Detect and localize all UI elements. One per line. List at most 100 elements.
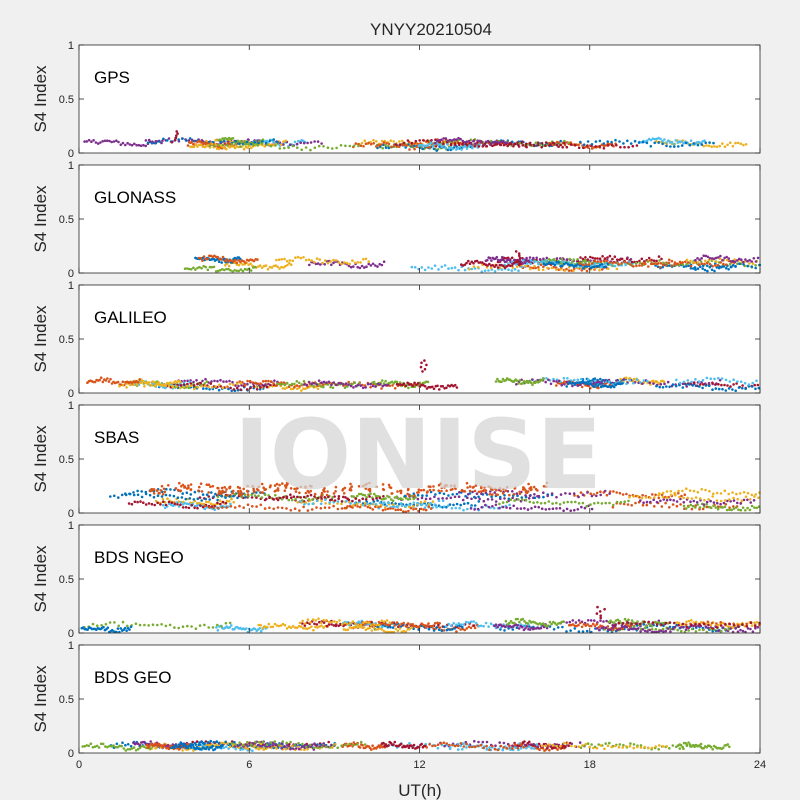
data-point: [442, 492, 446, 496]
data-point: [301, 622, 304, 625]
data-point: [320, 381, 323, 385]
data-point: [410, 144, 414, 147]
data-point: [618, 258, 621, 262]
data-point: [716, 501, 719, 505]
data-point: [203, 382, 206, 385]
data-point: [178, 489, 182, 493]
data-point: [719, 621, 722, 624]
data-point: [206, 257, 209, 261]
data-point: [380, 143, 383, 146]
data-point: [511, 496, 514, 500]
data-point: [438, 139, 441, 142]
data-point: [537, 262, 540, 266]
data-point: [445, 489, 448, 493]
data-point: [227, 264, 231, 268]
data-point: [705, 264, 709, 268]
data-point: [572, 492, 576, 495]
data-point: [349, 505, 353, 508]
data-point: [515, 265, 519, 269]
data-point: [750, 385, 754, 388]
data-point: [592, 382, 596, 385]
data-point: [446, 504, 450, 508]
data-point: [540, 145, 543, 149]
data-point: [362, 625, 366, 629]
data-point: [196, 266, 199, 270]
data-point: [190, 268, 193, 271]
data-point: [103, 139, 107, 143]
data-point: [693, 261, 696, 264]
data-point: [723, 505, 727, 509]
data-point: [291, 259, 295, 263]
data-point: [638, 261, 642, 265]
data-point: [462, 508, 465, 512]
data-point: [486, 139, 490, 143]
data-point: [552, 258, 556, 261]
data-point: [709, 499, 712, 503]
data-point: [224, 501, 228, 505]
data-point: [476, 265, 480, 269]
data-point: [613, 255, 617, 258]
data-point: [426, 144, 430, 147]
data-point: [645, 139, 649, 142]
data-point: [513, 621, 516, 625]
data-point: [283, 387, 287, 390]
data-point: [558, 506, 562, 510]
data-point: [524, 264, 528, 268]
data-point: [615, 143, 618, 147]
data-point: [326, 261, 330, 265]
data-point: [305, 383, 309, 387]
data-point: [455, 138, 458, 141]
data-point: [562, 376, 566, 380]
data-point: [724, 266, 728, 270]
data-point: [181, 506, 185, 509]
data-point: [156, 623, 159, 627]
data-point: [235, 261, 239, 265]
data-point: [465, 140, 469, 143]
data-point: [219, 140, 222, 144]
data-point: [744, 143, 748, 146]
data-point: [649, 500, 652, 504]
data-point: [469, 620, 473, 623]
data-point: [308, 263, 311, 267]
data-point: [670, 140, 674, 144]
data-point: [174, 136, 178, 140]
data-point: [254, 491, 258, 494]
data-point: [453, 495, 457, 499]
data-point: [366, 505, 370, 509]
y-tick-label: 1: [68, 280, 74, 292]
data-point: [357, 144, 360, 148]
data-point: [225, 267, 228, 271]
data-point: [222, 380, 225, 383]
data-point: [207, 491, 210, 494]
data-point: [398, 627, 402, 630]
data-point: [202, 264, 205, 268]
data-point: [223, 486, 226, 489]
data-point: [192, 498, 196, 501]
data-point: [241, 492, 244, 496]
data-point: [586, 619, 590, 622]
data-point: [664, 501, 667, 505]
data-point: [630, 619, 634, 622]
data-point: [332, 492, 336, 495]
data-point: [451, 147, 455, 151]
data-point: [208, 498, 211, 501]
data-point: [404, 146, 408, 149]
data-point: [620, 262, 623, 265]
data-point: [302, 505, 305, 509]
data-point: [615, 500, 619, 504]
data-point: [168, 623, 172, 627]
data-point: [429, 624, 433, 628]
data-point: [432, 629, 436, 632]
data-point: [739, 142, 743, 145]
data-point: [555, 380, 558, 383]
data-point: [437, 497, 440, 501]
data-point: [442, 505, 446, 509]
data-point: [704, 254, 708, 258]
data-point: [220, 494, 223, 498]
data-point: [265, 385, 269, 389]
data-point: [690, 627, 694, 631]
data-point: [565, 507, 569, 511]
data-point: [701, 507, 705, 511]
data-point: [447, 267, 450, 270]
data-point: [666, 139, 670, 142]
